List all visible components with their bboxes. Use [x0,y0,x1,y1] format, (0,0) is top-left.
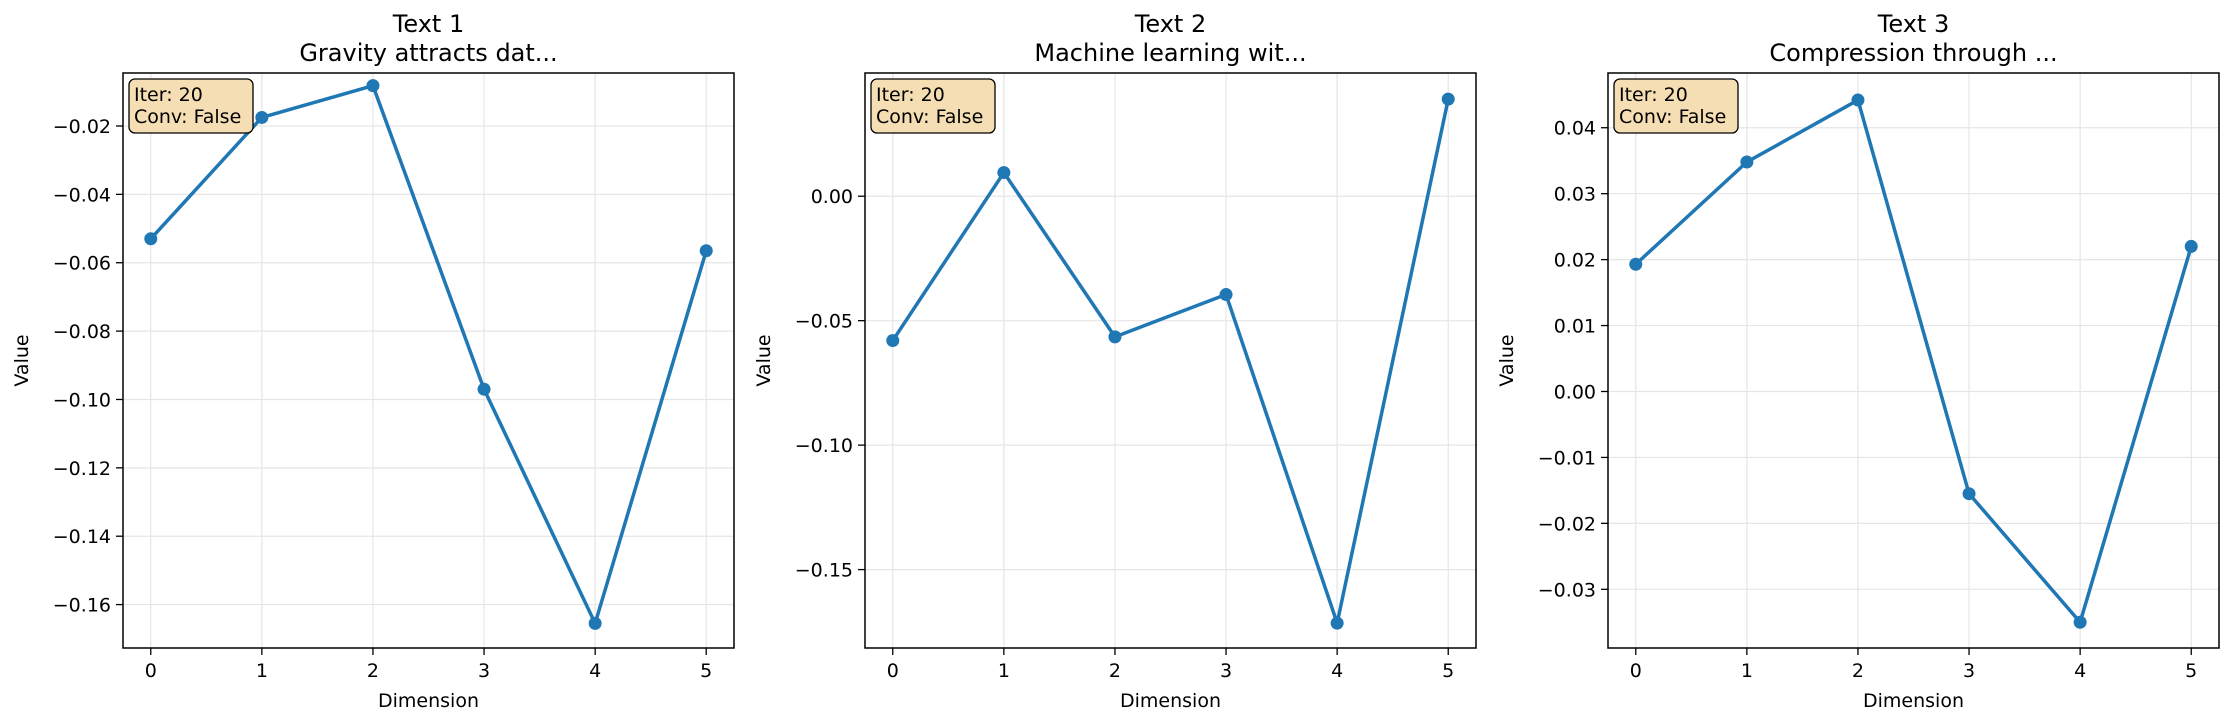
y-tick-label: 0.04 [1554,118,1596,140]
data-point [699,244,713,258]
series-line [891,98,1450,625]
chart-panel-1: 0 1 2 3 4 5 −0.16 −0.14 −0.12 −0.10 −0.08 −0.06 −0.0… [11,10,735,712]
y-tick-label: 0.03 [1554,184,1596,206]
annotation-conv: Conv: False [134,106,241,128]
data-point [255,110,269,124]
chart-title: Text 3 [1877,10,1949,38]
y-tick-label: −0.01 [1538,447,1596,469]
x-tick-label: 5 [1442,660,1454,682]
x-tick-label: 2 [1852,660,1864,682]
data-point [1219,288,1233,302]
x-tick-label: 4 [2074,660,2086,682]
y-tick-label: −0.08 [53,321,111,343]
x-axis-label: Dimension [378,690,479,712]
y-tick-label: 0.00 [1554,381,1596,403]
y-tick-label: −0.14 [53,526,111,548]
y-axis-label: Value [753,334,775,386]
data-point [366,79,380,93]
x-tick-label: 1 [998,660,1010,682]
annotation-conv: Conv: False [1619,106,1726,128]
data-point [1962,487,1976,501]
x-tick-label: 0 [1630,660,1642,682]
annotation-iter: Iter: 20 [876,84,945,106]
x-axis-label: Dimension [1863,690,1964,712]
y-axis-label: Value [11,334,33,386]
data-point [588,616,602,630]
data-point [1851,93,1865,107]
data-point [2184,239,2198,253]
y-axis-label: Value [1496,334,1518,386]
annotation-box [128,78,254,134]
y-tick-label: −0.16 [53,595,111,617]
chart-subtitle: Gravity attracts dat... [299,39,557,67]
data-point [1441,92,1455,106]
data-point [2073,615,2087,629]
series-line [149,83,708,626]
y-tick-label: −0.03 [1538,579,1596,601]
x-tick-label: 2 [367,660,379,682]
y-tick-label: 0.02 [1554,250,1596,272]
y-tick-label: −0.15 [795,560,853,582]
x-tick-label: 2 [1109,660,1121,682]
x-tick-label: 3 [478,660,490,682]
chart-subtitle: Machine learning wit... [1034,39,1306,67]
x-axis-label: Dimension [1120,690,1221,712]
data-point [144,232,158,246]
annotation-iter: Iter: 20 [1619,84,1688,106]
x-tick-label: 0 [887,660,899,682]
annotation-iter: Iter: 20 [134,84,203,106]
data-point [1108,330,1122,344]
x-tick-label: 1 [256,660,268,682]
x-tick-label: 5 [2185,660,2197,682]
x-tick-label: 4 [1331,660,1343,682]
chart-title: Text 2 [1134,10,1206,38]
x-tick-label: 4 [589,660,601,682]
x-tick-label: 3 [1963,660,1975,682]
y-tick-label: −0.06 [53,253,111,275]
y-tick-label: −0.02 [53,116,111,138]
data-point [997,166,1011,180]
y-tick-label: −0.12 [53,458,111,480]
y-tick-label: −0.05 [795,311,853,333]
x-tick-label: 5 [700,660,712,682]
chart-subtitle: Compression through ... [1769,39,2057,67]
y-tick-label: 0.01 [1554,316,1596,338]
annotation-box [1613,78,1739,134]
plot-frame [864,72,1477,649]
series-line [1634,98,2193,625]
chart-title: Text 1 [392,10,464,38]
data-point [1740,155,1754,169]
plot-frame [122,72,735,649]
x-tick-label: 3 [1220,660,1232,682]
data-point [1330,616,1344,630]
y-tick-label: −0.10 [795,435,853,457]
x-tick-label: 1 [1741,660,1753,682]
y-tick-label: −0.10 [53,389,111,411]
plot-frame [1607,72,2220,649]
annotation-box [870,78,996,134]
data-point [477,382,491,396]
data-point [886,334,900,348]
data-point [1629,257,1643,271]
y-tick-label: 0.00 [811,186,853,208]
chart-panel-3: 0 1 2 3 4 5 −0.03 −0.02 −0.01 0.00 0.01 0.02 0.03 0.0… [1496,10,2220,712]
annotation-conv: Conv: False [876,106,983,128]
y-tick-label: −0.02 [1538,513,1596,535]
x-tick-label: 0 [145,660,157,682]
y-tick-label: −0.04 [53,184,111,206]
